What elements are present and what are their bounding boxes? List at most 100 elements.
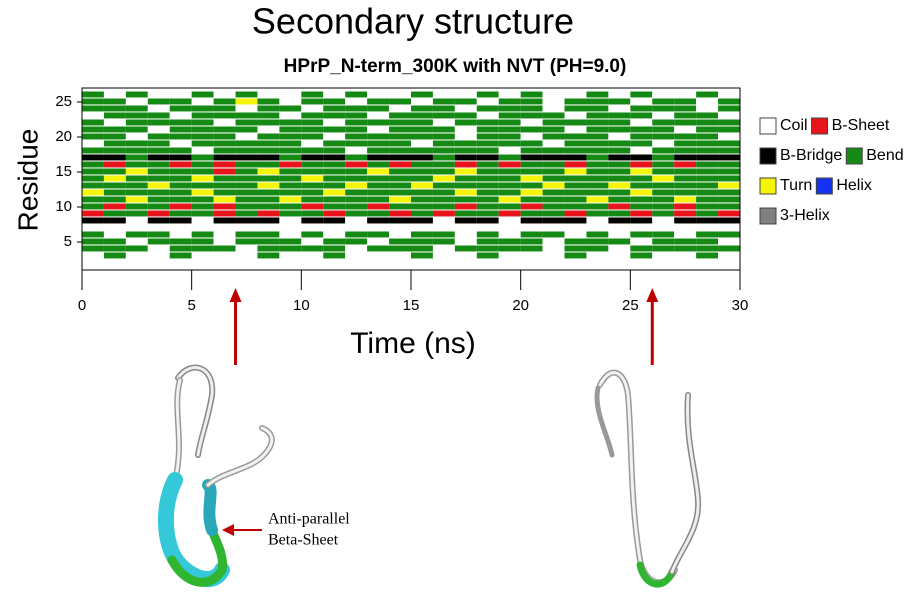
cell <box>432 189 455 196</box>
cell <box>82 210 104 217</box>
cell <box>125 203 148 210</box>
cell <box>367 182 390 189</box>
y-tick-label: 10 <box>55 198 72 215</box>
cell <box>389 210 411 217</box>
cell <box>323 252 346 259</box>
cell <box>345 126 368 133</box>
cell <box>432 175 455 182</box>
cell <box>696 161 719 168</box>
cell <box>718 182 740 189</box>
cell <box>147 112 170 119</box>
y-tick-label: 20 <box>55 128 72 145</box>
cell <box>103 238 126 245</box>
cell <box>345 217 368 224</box>
cell <box>498 203 521 210</box>
cell <box>608 182 631 189</box>
cell <box>630 126 653 133</box>
cell <box>345 140 368 147</box>
cell <box>323 154 346 161</box>
cell <box>432 119 455 126</box>
cell <box>652 91 675 98</box>
cell <box>191 196 214 203</box>
cell <box>367 119 390 126</box>
cell <box>608 217 631 224</box>
heatmap-cells <box>82 91 740 259</box>
cell <box>432 168 455 175</box>
cell <box>125 168 148 175</box>
cell <box>564 210 587 217</box>
cell <box>125 140 148 147</box>
cell <box>520 245 543 252</box>
cell <box>257 182 280 189</box>
cell <box>169 252 192 259</box>
cell <box>191 119 214 126</box>
cell <box>125 91 148 98</box>
cell <box>125 224 148 231</box>
cell <box>125 231 148 238</box>
cell <box>630 175 653 182</box>
cell <box>191 133 214 140</box>
cell <box>411 91 433 98</box>
cell <box>520 203 543 210</box>
cell <box>520 91 543 98</box>
cell <box>389 133 411 140</box>
cell <box>608 133 631 140</box>
cell <box>345 196 368 203</box>
cell <box>191 224 214 231</box>
cell <box>718 196 740 203</box>
cell <box>345 133 368 140</box>
cell <box>257 175 280 182</box>
cell <box>630 119 653 126</box>
cell <box>476 140 499 147</box>
cell <box>389 189 411 196</box>
cell <box>367 168 390 175</box>
cell <box>432 182 455 189</box>
cell <box>542 210 565 217</box>
cell <box>520 119 543 126</box>
cell <box>323 112 346 119</box>
cell <box>520 168 543 175</box>
cell <box>520 161 543 168</box>
cell <box>454 168 477 175</box>
cell <box>586 126 609 133</box>
cell <box>125 98 148 105</box>
cell <box>345 91 368 98</box>
cell <box>586 140 609 147</box>
cell <box>345 252 368 259</box>
cell <box>103 98 126 105</box>
cell <box>257 203 280 210</box>
cell <box>432 161 455 168</box>
cell <box>125 217 148 224</box>
cell <box>498 238 521 245</box>
cell <box>630 238 653 245</box>
cell <box>389 140 411 147</box>
cell <box>542 182 565 189</box>
cell <box>147 168 170 175</box>
cell <box>674 252 697 259</box>
legend-swatch <box>759 117 777 135</box>
cell <box>389 217 411 224</box>
cell <box>718 126 740 133</box>
cell <box>718 112 740 119</box>
cell <box>367 224 390 231</box>
cell <box>213 98 236 105</box>
cell <box>279 91 302 98</box>
cell <box>498 91 521 98</box>
cell <box>345 168 368 175</box>
cell <box>564 119 587 126</box>
cell <box>718 91 740 98</box>
cell <box>696 119 719 126</box>
cell <box>411 210 433 217</box>
cell <box>542 154 565 161</box>
cell <box>82 252 104 259</box>
cell <box>718 203 740 210</box>
cell <box>652 140 675 147</box>
cell <box>674 112 697 119</box>
cell <box>235 203 258 210</box>
cell <box>191 217 214 224</box>
cell <box>367 175 390 182</box>
cell <box>520 147 543 154</box>
cell <box>520 238 543 245</box>
cell <box>520 154 543 161</box>
cell <box>191 91 214 98</box>
